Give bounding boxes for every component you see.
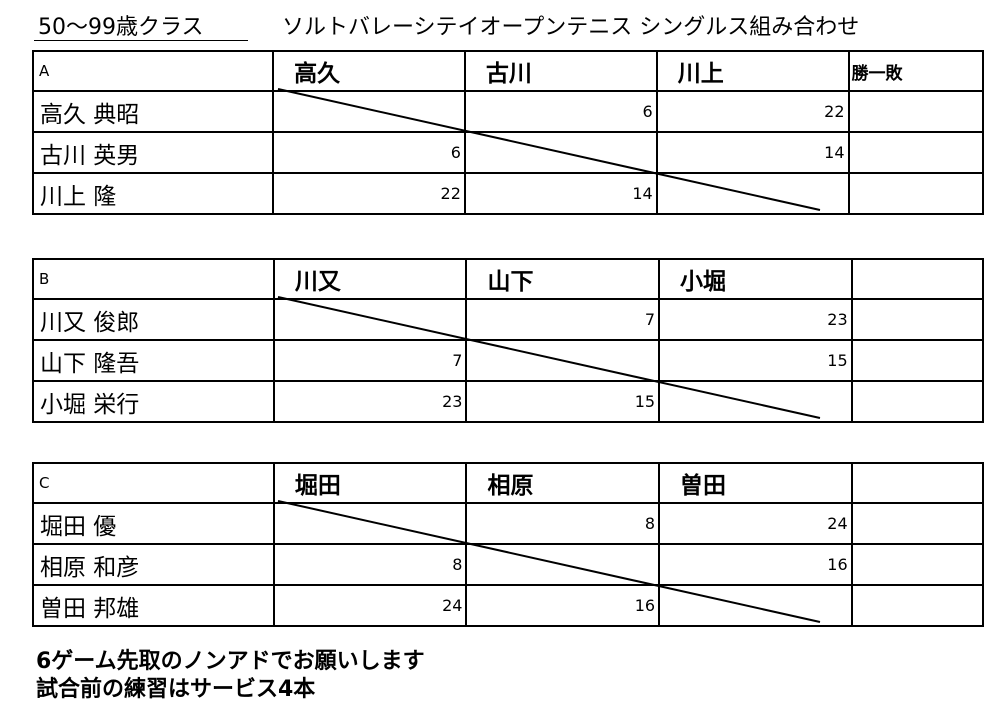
player-name: 古川 英男 [31, 131, 275, 174]
opponent-header: 高久 [272, 50, 466, 92]
group-a-table: A 高久 古川 川上 勝一敗 高久 典昭 6 22 古川 英男 6 14 川上 … [31, 50, 984, 215]
score-cell: 6 [272, 131, 466, 174]
opponent-header: 堀田 [272, 462, 468, 504]
score-cell: 16 [658, 543, 853, 586]
score-cell-self [272, 298, 468, 341]
score-cell: 23 [272, 380, 468, 423]
player-row: 堀田 優 8 24 [32, 502, 984, 545]
player-row: 古川 英男 6 14 [31, 131, 984, 174]
player-name: 山下 隆吾 [32, 339, 275, 382]
score-cell: 8 [272, 543, 468, 586]
score-cell: 24 [658, 502, 853, 545]
score-cell: 24 [272, 584, 468, 627]
opponent-header: 川又 [272, 258, 468, 300]
group-label: B [32, 258, 275, 300]
opponent-header: 曽田 [658, 462, 853, 504]
score-cell: 23 [658, 298, 853, 341]
score-cell: 14 [463, 172, 658, 215]
score-cell: 15 [658, 339, 853, 382]
score-cell-self [658, 380, 853, 423]
score-cell: 16 [465, 584, 661, 627]
opponent-header: 古川 [463, 50, 658, 92]
player-row: 山下 隆吾 7 15 [32, 339, 984, 382]
record-cell [847, 131, 984, 174]
player-name: 相原 和彦 [32, 543, 275, 586]
score-cell-self [655, 172, 850, 215]
record-header [850, 258, 984, 300]
record-cell [850, 543, 984, 586]
player-row: 高久 典昭 6 22 [31, 90, 984, 133]
note-line: 6ゲーム先取のノンアドでお願いします [36, 649, 425, 674]
class-title: 50～99歳クラス [38, 15, 204, 40]
score-cell: 7 [272, 339, 468, 382]
notes: 6ゲーム先取のノンアドでお願いします 試合前の練習はサービス4本 [36, 648, 425, 704]
player-name: 堀田 優 [32, 502, 275, 545]
event-title: ソルトバレーシテイオープンテニス シングルス組み合わせ [282, 15, 860, 40]
score-cell: 6 [463, 90, 658, 133]
player-row: 相原 和彦 8 16 [32, 543, 984, 586]
score-cell: 22 [655, 90, 850, 133]
player-name: 曽田 邦雄 [32, 584, 275, 627]
score-cell-self [465, 543, 661, 586]
score-cell: 15 [465, 380, 661, 423]
record-header [850, 462, 984, 504]
opponent-header: 相原 [465, 462, 661, 504]
player-row: 曽田 邦雄 24 16 [32, 584, 984, 627]
score-cell: 22 [272, 172, 466, 215]
opponent-header: 小堀 [658, 258, 853, 300]
record-cell [850, 339, 984, 382]
group-c-table: C 堀田 相原 曽田 堀田 優 8 24 相原 和彦 8 16 曽田 邦雄 24… [32, 462, 984, 627]
score-cell-self [463, 131, 658, 174]
record-cell [850, 584, 984, 627]
class-title-underline [34, 40, 248, 41]
record-cell [847, 90, 984, 133]
player-row: 小堀 栄行 23 15 [32, 380, 984, 423]
score-cell-self [272, 90, 466, 133]
player-name: 川上 隆 [31, 172, 275, 215]
note-line: 試合前の練習はサービス4本 [36, 677, 316, 702]
opponent-header: 川上 [655, 50, 850, 92]
score-cell: 8 [465, 502, 661, 545]
record-header: 勝一敗 [847, 50, 984, 92]
group-b-table: B 川又 山下 小堀 川又 俊郎 7 23 山下 隆吾 7 15 小堀 栄行 2… [32, 258, 984, 423]
score-cell-self [658, 584, 853, 627]
score-cell-self [272, 502, 468, 545]
player-row: 川上 隆 22 14 [31, 172, 984, 215]
record-cell [850, 502, 984, 545]
player-name: 高久 典昭 [31, 90, 275, 133]
player-name: 川又 俊郎 [32, 298, 275, 341]
player-row: 川又 俊郎 7 23 [32, 298, 984, 341]
score-cell: 14 [655, 131, 850, 174]
score-cell: 7 [465, 298, 661, 341]
record-cell [850, 380, 984, 423]
record-cell [850, 298, 984, 341]
opponent-header: 山下 [465, 258, 661, 300]
group-label: A [31, 50, 275, 92]
group-label: C [32, 462, 275, 504]
player-name: 小堀 栄行 [32, 380, 275, 423]
score-cell-self [465, 339, 661, 382]
record-cell [847, 172, 984, 215]
